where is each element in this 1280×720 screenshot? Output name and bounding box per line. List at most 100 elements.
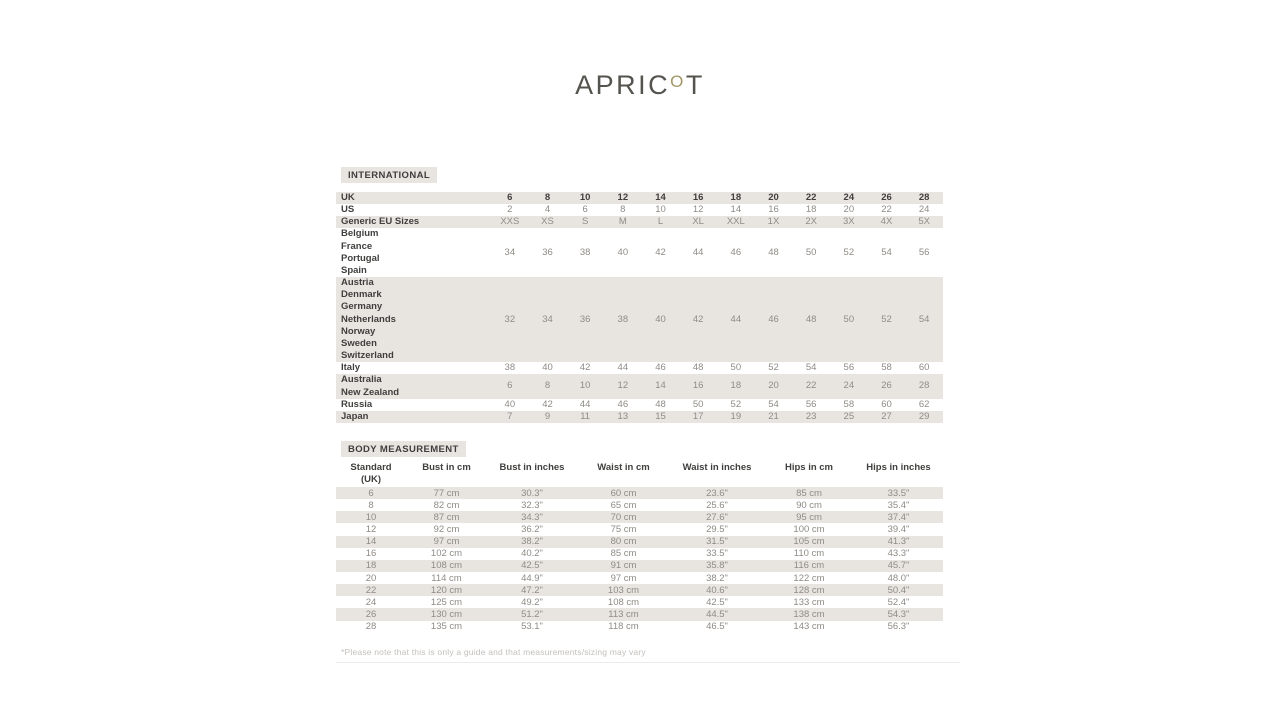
body-measurement-table: Standard (UK) Bust in cm Bust in inches Wais… <box>336 458 943 633</box>
measurement-cell: 39.4" <box>887 523 910 535</box>
measurement-row: 10 87 cm 34.3" 70 cm 27.6" 95 cm 37.4" <box>336 511 943 524</box>
measurement-cell: 48.0" <box>887 572 910 584</box>
measurement-cell: 49.2" <box>521 596 543 608</box>
measurement-cell: 135 cm <box>430 621 463 633</box>
measurement-cell: 110 cm <box>793 548 825 560</box>
size-value-cell: 42 <box>692 313 704 325</box>
measurement-cell: 65 cm <box>610 499 637 511</box>
size-value-cell: 44 <box>692 246 704 258</box>
measurement-cell: 44.5" <box>706 608 728 620</box>
size-value-cell: 18 <box>730 192 742 203</box>
measurement-cell: 52.4" <box>887 596 910 608</box>
size-value-cell: 28 <box>918 380 930 392</box>
measurement-row: 28 135 cm 53.1" 118 cm 46.5" 143 cm 56.3" <box>336 621 943 633</box>
size-conversion-row: Japan 7 9 11 13 15 17 19 21 23 25 27 29 <box>336 410 943 423</box>
measurement-column-header: Bust in inches <box>499 462 565 473</box>
measurement-cell: 44.9" <box>521 572 543 584</box>
measurement-cell: 41.3" <box>887 536 910 548</box>
measurement-cell: 87 cm <box>433 511 460 523</box>
size-value-cell: 44 <box>579 398 591 410</box>
size-value-cell: 25 <box>843 410 855 422</box>
region-labels: Austria Denmark Germany Netherlands Norway Sw… <box>336 277 491 362</box>
size-value-cell: XXL <box>726 216 745 228</box>
region-label: Norway <box>341 325 376 337</box>
measurement-column-header: Bust in cm <box>422 462 471 473</box>
measurement-cell: 42.5" <box>706 596 728 608</box>
measurement-cell: 18 <box>365 560 377 572</box>
size-value-cell: 54 <box>805 362 817 374</box>
size-value-cell: 52 <box>768 362 779 374</box>
size-value-cell: 48 <box>692 362 704 374</box>
size-value-cell: 17 <box>692 410 704 422</box>
size-value-cell: 15 <box>655 410 666 422</box>
size-value-cell: 50 <box>692 398 704 410</box>
size-value-cell: 56 <box>843 362 855 374</box>
measurement-cell: 28 <box>365 621 377 633</box>
size-value-cell: 48 <box>768 246 779 258</box>
size-values: 7 9 11 13 15 17 19 21 23 25 27 29 <box>491 411 943 423</box>
size-value-cell: 16 <box>768 204 779 216</box>
size-value-cell: 22 <box>805 380 817 392</box>
size-value-cell: 10 <box>579 380 591 392</box>
size-value-cell: 10 <box>579 192 591 203</box>
size-value-cell: 50 <box>730 362 742 374</box>
measurement-cell: 91 cm <box>610 560 637 572</box>
size-value-cell: 62 <box>918 398 930 410</box>
region-label: France <box>341 240 373 252</box>
measurement-row: 22 120 cm 47.2" 103 cm 40.6" 128 cm 50.4" <box>336 584 943 597</box>
measurement-cell: 34.3" <box>521 511 543 523</box>
size-value-cell: XS <box>541 216 554 228</box>
size-value-cell: XL <box>692 216 704 228</box>
measurement-cell: 29.5" <box>706 523 728 535</box>
measurement-cell: 25.6" <box>706 499 728 511</box>
size-value-cell: 29 <box>918 410 930 422</box>
size-value-cell: 13 <box>617 410 629 422</box>
region-labels: Italy <box>336 362 491 374</box>
size-value-cell: 40 <box>542 362 553 374</box>
measurement-row: 14 97 cm 38.2" 80 cm 31.5" 105 cm 41.3" <box>336 535 943 548</box>
region-label: Denmark <box>341 289 382 301</box>
size-value-cell: 44 <box>617 362 629 374</box>
region-label: Switzerland <box>341 350 394 362</box>
size-value-cell: 42 <box>542 398 553 410</box>
region-label: Spain <box>341 264 367 276</box>
measurement-cell: 8 <box>368 499 374 511</box>
size-value-cell: 52 <box>843 246 855 258</box>
brand-logo-accent-o: O <box>670 72 686 91</box>
measurement-cell: 40.6" <box>706 584 728 596</box>
measurement-cell: 32.3" <box>521 499 543 511</box>
size-value-cell: S <box>581 216 589 228</box>
size-value-cell: 3X <box>843 216 855 228</box>
size-value-cell: 9 <box>544 410 551 422</box>
size-value-cell: 42 <box>579 362 591 374</box>
size-value-cell: 20 <box>843 204 855 216</box>
measurement-cell: 105 cm <box>793 536 825 548</box>
brand-logo-text-right: T <box>685 70 705 100</box>
measurement-cell: 38.2" <box>521 536 543 548</box>
size-conversion-row: Italy 38 40 42 44 46 48 50 52 54 56 58 60 <box>336 362 943 374</box>
brand-logo: APRICOT <box>0 70 1280 101</box>
size-value-cell: 14 <box>655 192 666 203</box>
region-label: Germany <box>341 301 383 313</box>
measurement-row: 20 114 cm 44.9" 97 cm 38.2" 122 cm 48.0" <box>336 572 943 584</box>
size-value-cell: 44 <box>730 313 742 325</box>
measurement-cell: 122 cm <box>793 572 825 584</box>
region-label: US <box>341 204 355 216</box>
size-value-cell: 6 <box>582 204 588 216</box>
measurement-cell: 27.6" <box>706 511 728 523</box>
size-value-cell: 54 <box>918 313 930 325</box>
region-label: Netherlands <box>341 313 396 325</box>
size-value-cell: 21 <box>768 410 779 422</box>
measurement-cell: 20 <box>365 572 377 584</box>
measurement-cell: 133 cm <box>793 596 825 608</box>
region-label: Austria <box>341 277 374 289</box>
size-value-cell: 54 <box>768 398 779 410</box>
size-value-cell: 26 <box>881 380 892 392</box>
size-values: 6 8 10 12 14 16 18 20 22 24 26 28 <box>491 192 943 204</box>
size-values: 6 8 10 12 14 16 18 20 22 24 26 28 <box>491 374 943 398</box>
size-value-cell: 27 <box>881 410 892 422</box>
size-value-cell: 22 <box>805 192 817 203</box>
size-values: 40 42 44 46 48 50 52 54 56 58 60 62 <box>491 399 943 411</box>
measurement-cell: 85 cm <box>796 487 822 499</box>
measurement-cell: 128 cm <box>793 584 825 596</box>
